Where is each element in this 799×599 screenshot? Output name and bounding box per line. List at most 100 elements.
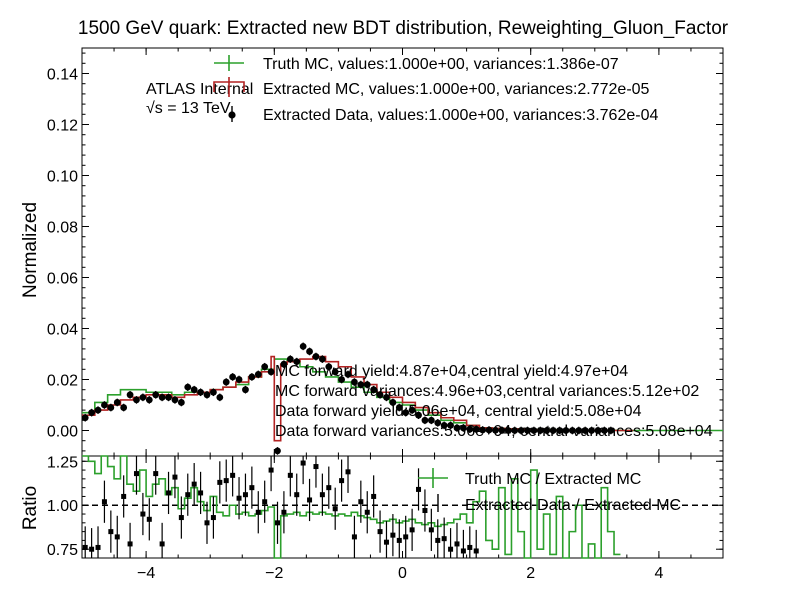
main-legend: Truth MC, values:1.000e+00, variances:1.… <box>213 55 658 124</box>
ratio-extracted-data-extracted-mc-point <box>166 490 172 496</box>
main-extracted-data-point <box>466 425 474 433</box>
ratio-xtick-label: 0 <box>398 565 407 582</box>
data-variance-annotation: Data forward variances:5.06e+04, central… <box>275 423 713 440</box>
ratio-extracted-data-extracted-mc-point <box>435 537 441 543</box>
main-extracted-data-point <box>299 342 307 350</box>
experiment-label: ATLAS Internal <box>146 81 253 98</box>
main-extracted-data-point <box>81 414 89 422</box>
main-extracted-data-point <box>254 371 262 378</box>
ratio-extracted-data-extracted-mc-point <box>108 529 114 535</box>
main-extracted-data-point <box>267 368 275 376</box>
main-extracted-data-point <box>184 383 192 391</box>
ratio-extracted-data-extracted-mc-point <box>262 499 268 505</box>
main-ytick-label: 0.08 <box>47 220 78 237</box>
ratio-xtick-label: −2 <box>265 565 283 582</box>
main-extracted-data-point <box>543 427 551 434</box>
ratio-extracted-data-extracted-mc-point <box>287 472 293 478</box>
ratio-extracted-data-extracted-mc-point <box>204 520 210 526</box>
main-y-axis-title: Normalized <box>20 202 41 298</box>
main-extracted-data-point <box>601 427 608 434</box>
legend-truth-ratio-label: Truth MC / Extracted MC <box>465 471 641 488</box>
main-extracted-data-point <box>274 447 281 455</box>
ratio-ytick-label: 1.25 <box>47 454 78 471</box>
main-extracted-data-point <box>338 376 346 383</box>
ratio-extracted-data-extracted-mc-point <box>114 534 120 540</box>
main-extracted-data-point <box>408 406 416 414</box>
ratio-y-axis-title: Ratio <box>20 486 41 530</box>
ratio-xtick-label: −4 <box>137 565 155 582</box>
main-extracted-data-point <box>459 424 467 432</box>
ratio-extracted-data-extracted-mc-point <box>223 478 229 484</box>
main-extracted-data-point <box>581 427 589 434</box>
ratio-extracted-data-extracted-mc-point <box>428 527 434 533</box>
ratio-extracted-data-extracted-mc-point <box>467 544 473 550</box>
legend-extracted-mc-label: Extracted MC, values:1.000e+00, variance… <box>263 81 650 98</box>
main-extracted-data-point <box>415 411 422 419</box>
ratio-extracted-data-extracted-mc-point <box>416 486 422 492</box>
ratio-extracted-data-extracted-mc-point <box>95 544 101 550</box>
main-extracted-data-point <box>383 393 390 401</box>
main-extracted-data-point <box>120 404 128 411</box>
main-extracted-data-point <box>126 391 134 399</box>
main-extracted-data-point <box>101 401 108 409</box>
legend-data-ratio-label: Extracted Data / Extracted MC <box>465 497 681 514</box>
ratio-extracted-data-extracted-mc-point <box>191 481 197 487</box>
main-extracted-data-point <box>357 381 365 388</box>
ratio-extracted-data-extracted-mc-point <box>127 541 133 547</box>
main-extracted-data-point <box>447 422 454 429</box>
ratio-extracted-data-extracted-mc-point <box>236 495 242 501</box>
ratio-extracted-data-extracted-mc-point <box>441 536 447 542</box>
ratio-extracted-data-extracted-mc-point <box>332 506 338 512</box>
legend-extracted-data-label: Extracted Data, values:1.000e+00, varian… <box>263 107 658 124</box>
main-extracted-data-point <box>331 368 339 376</box>
main-extracted-data-point <box>395 404 403 411</box>
main-axis-ticks: 0.00 0.02 0.04 0.06 0.08 0.10 0.12 0.14 <box>47 48 724 456</box>
main-extracted-data-point <box>261 363 269 371</box>
ratio-extracted-data-extracted-mc-point <box>409 527 415 533</box>
main-extracted-data-point <box>94 406 102 414</box>
ratio-extracted-data-extracted-mc-point <box>377 529 383 535</box>
main-ytick-label: 0.04 <box>47 322 78 339</box>
main-extracted-data-point <box>524 427 531 434</box>
main-extracted-data-point <box>421 416 429 424</box>
ratio-axis-ticks: 0.75 1.00 1.25 −4 −2 0 2 4 <box>47 454 724 582</box>
main-extracted-data-point <box>312 353 320 360</box>
main-extracted-data-point <box>113 399 121 406</box>
ratio-extracted-data-extracted-mc-point <box>121 493 127 499</box>
main-extracted-data-point <box>504 427 512 434</box>
ratio-extracted-data-extracted-mc-point <box>242 492 248 498</box>
ratio-extracted-data-extracted-mc-point <box>383 539 389 545</box>
main-ytick-label: 0.00 <box>47 424 78 441</box>
main-extracted-data-point <box>158 393 166 401</box>
ratio-legend: Truth MC / Extracted MC Extracted Data /… <box>418 468 681 514</box>
main-extracted-data-point <box>607 427 615 434</box>
main-extracted-data-point <box>549 427 557 434</box>
main-extracted-data-point <box>203 391 211 399</box>
ratio-xtick-label: 2 <box>526 565 535 582</box>
main-series-group <box>81 342 723 455</box>
ratio-truth-mc-extracted-mc-step-line <box>82 455 621 559</box>
main-extracted-data-point <box>318 355 326 363</box>
ratio-extracted-data-extracted-mc-point <box>153 471 159 477</box>
ratio-extracted-data-extracted-mc-point <box>396 537 402 543</box>
ratio-extracted-data-extracted-mc-point <box>275 520 281 526</box>
main-extracted-data-point <box>325 363 333 371</box>
ratio-ytick-label: 1.00 <box>47 498 78 515</box>
ratio-extracted-data-extracted-mc-point <box>313 464 319 470</box>
ratio-extracted-data-extracted-mc-point <box>339 478 345 484</box>
legend-extracted-data-marker <box>228 111 236 119</box>
ratio-extracted-data-extracted-mc-point <box>268 467 274 473</box>
main-extracted-data-point <box>293 358 301 366</box>
chart-title: 1500 GeV quark: Extracted new BDT distri… <box>78 18 729 39</box>
main-extracted-data-point <box>107 404 115 411</box>
ratio-extracted-data-extracted-mc-point <box>307 497 313 503</box>
ratio-series-group <box>82 455 723 559</box>
ratio-extracted-data-extracted-mc-point <box>281 509 287 515</box>
ratio-extracted-data-extracted-mc-point <box>140 511 146 517</box>
ratio-extracted-data-extracted-mc-point <box>217 479 223 485</box>
ratio-ytick-label: 0.75 <box>47 542 78 559</box>
main-extracted-data-point <box>402 409 410 417</box>
main-ytick-label: 0.06 <box>47 271 78 288</box>
main-extracted-data-point <box>145 396 153 404</box>
